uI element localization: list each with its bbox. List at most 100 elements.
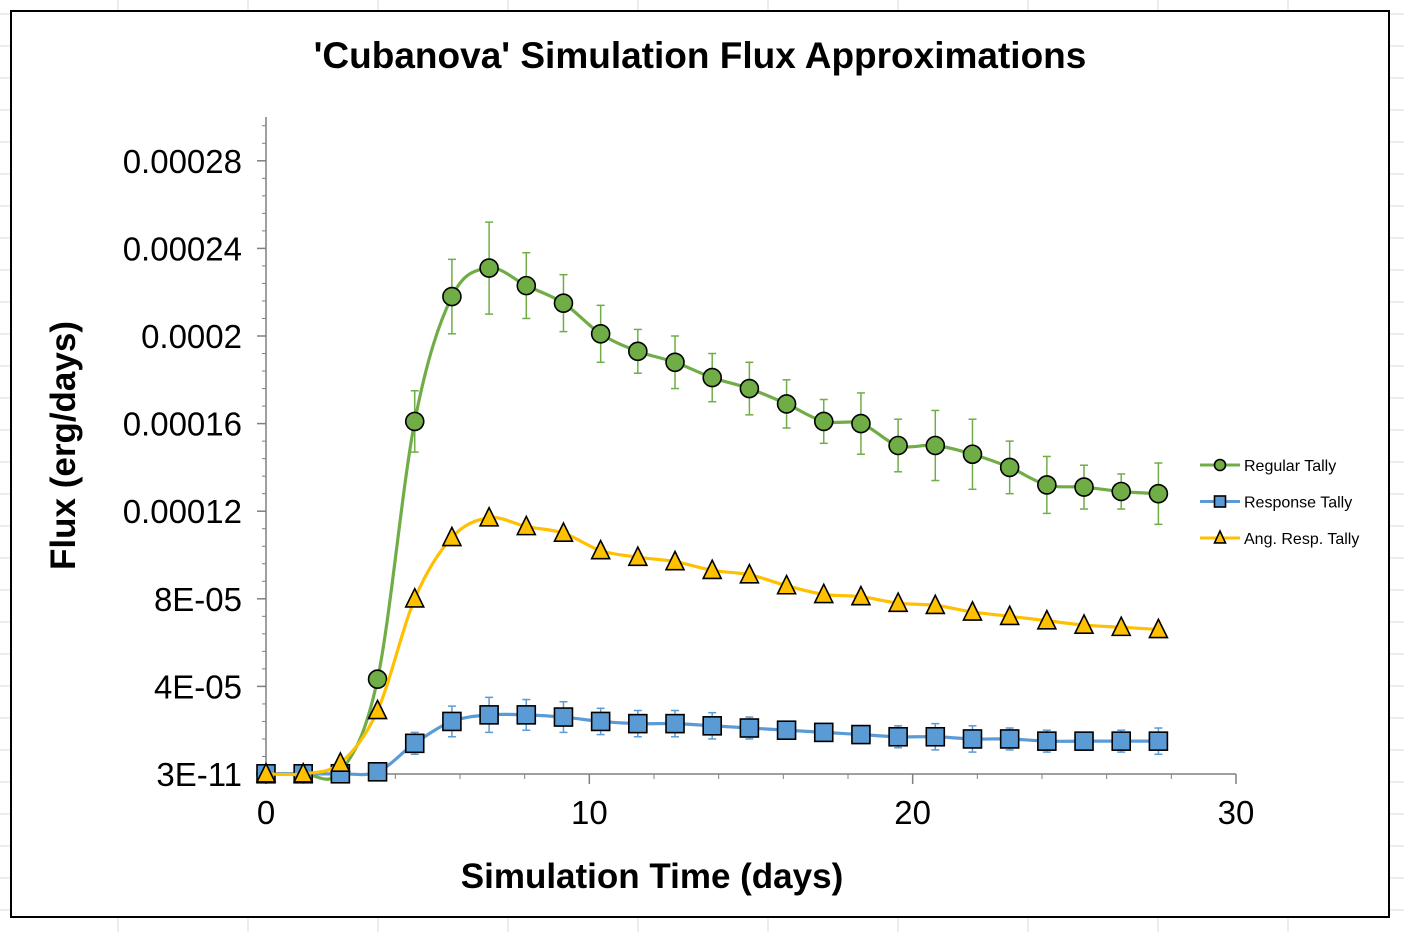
data-point xyxy=(851,413,871,434)
data-point xyxy=(367,669,388,689)
data-point xyxy=(665,713,685,734)
data-point xyxy=(1037,475,1057,495)
x-tick-label: 30 xyxy=(1218,794,1255,831)
legend-marker xyxy=(1213,458,1227,472)
data-point xyxy=(851,724,871,745)
data-point xyxy=(1148,731,1169,751)
data-point xyxy=(962,729,983,749)
data-point xyxy=(887,591,909,613)
data-point xyxy=(292,761,314,783)
legend-item: Response Tally xyxy=(1200,495,1352,512)
data-point xyxy=(404,586,426,608)
x-tick-label: 0 xyxy=(257,794,275,831)
data-point xyxy=(553,521,574,543)
chart-area[interactable]: 'Cubanova' Simulation Flux Approximation… xyxy=(10,10,1390,918)
data-point xyxy=(1148,483,1169,504)
data-point xyxy=(925,726,946,747)
data-point xyxy=(1148,617,1169,639)
data-point xyxy=(1073,613,1095,634)
legend-label: Response Tally xyxy=(1244,495,1352,512)
data-point xyxy=(330,751,351,772)
series-square xyxy=(256,696,1169,784)
data-point xyxy=(813,722,834,743)
y-tick-label: 3E-11 xyxy=(156,756,242,793)
data-point xyxy=(776,573,797,595)
x-axis-title: Simulation Time (days) xyxy=(461,857,844,896)
data-point xyxy=(590,711,611,732)
data-point xyxy=(701,558,723,580)
data-point xyxy=(404,411,425,432)
y-tick-label: 0.00028 xyxy=(123,143,242,180)
data-point xyxy=(702,716,723,736)
data-point xyxy=(739,718,760,738)
data-point xyxy=(404,733,425,754)
series-triangle xyxy=(255,505,1169,783)
data-point xyxy=(516,705,537,725)
data-point xyxy=(1111,481,1132,502)
y-tick-label: 0.00024 xyxy=(123,230,242,267)
data-point xyxy=(1110,615,1132,637)
data-point xyxy=(739,562,760,584)
data-point xyxy=(888,435,908,456)
data-point xyxy=(925,593,946,615)
data-point xyxy=(739,378,760,399)
data-point xyxy=(628,341,648,362)
data-point xyxy=(1111,731,1132,751)
data-point xyxy=(479,258,499,278)
y-tick-label: 0.0002 xyxy=(141,318,242,355)
series-circle xyxy=(256,221,1169,784)
data-point xyxy=(813,411,834,432)
series-line xyxy=(265,266,1159,781)
data-point xyxy=(1074,477,1094,497)
legend-label: Regular Tally xyxy=(1244,458,1336,475)
data-point xyxy=(999,729,1020,749)
legend-item: Ang. Resp. Tally xyxy=(1200,529,1359,548)
data-point xyxy=(367,698,388,720)
flux-chart: 'Cubanova' Simulation Flux Approximation… xyxy=(44,35,1359,896)
data-point xyxy=(999,457,1020,478)
y-tick-label: 0.00016 xyxy=(123,406,242,443)
data-point xyxy=(664,549,686,571)
y-axis-title: Flux (erg/days) xyxy=(44,321,83,570)
data-point xyxy=(776,394,797,414)
data-point xyxy=(962,444,983,465)
data-point xyxy=(813,582,835,604)
legend: Regular Tally Response Tally Ang. Resp. Ta… xyxy=(1200,458,1359,548)
data-point xyxy=(925,435,946,456)
y-tick-label: 8E-05 xyxy=(154,581,242,618)
legend-marker xyxy=(1213,495,1227,508)
data-point xyxy=(590,538,611,560)
x-tick-label: 20 xyxy=(894,794,931,831)
legend-marker xyxy=(1213,529,1227,544)
data-point xyxy=(590,324,611,344)
data-point xyxy=(442,286,462,307)
data-point xyxy=(850,584,872,606)
chart-title: 'Cubanova' Simulation Flux Approximation… xyxy=(314,35,1087,76)
data-point xyxy=(665,352,685,373)
data-point xyxy=(888,726,908,747)
data-point xyxy=(442,711,462,732)
data-point xyxy=(1074,731,1094,751)
data-point xyxy=(479,705,499,725)
data-point xyxy=(516,275,537,296)
data-point xyxy=(515,514,537,536)
legend-label: Ang. Resp. Tally xyxy=(1244,531,1359,548)
y-tick-label: 0.00012 xyxy=(123,493,242,530)
data-point xyxy=(441,525,463,547)
data-point xyxy=(1037,731,1057,751)
x-tick-label: 10 xyxy=(571,794,608,831)
data-point xyxy=(1036,608,1058,630)
legend-item: Regular Tally xyxy=(1200,458,1336,475)
data-point xyxy=(776,720,797,741)
data-point xyxy=(702,367,723,388)
data-point xyxy=(553,707,574,727)
y-tick-label: 4E-05 xyxy=(154,668,242,705)
data-point xyxy=(627,545,649,567)
data-point xyxy=(255,761,277,783)
data-point xyxy=(367,762,388,782)
data-point xyxy=(962,600,983,621)
data-point xyxy=(999,604,1020,626)
data-point xyxy=(478,505,500,527)
data-point xyxy=(553,293,574,313)
data-point xyxy=(628,713,648,734)
